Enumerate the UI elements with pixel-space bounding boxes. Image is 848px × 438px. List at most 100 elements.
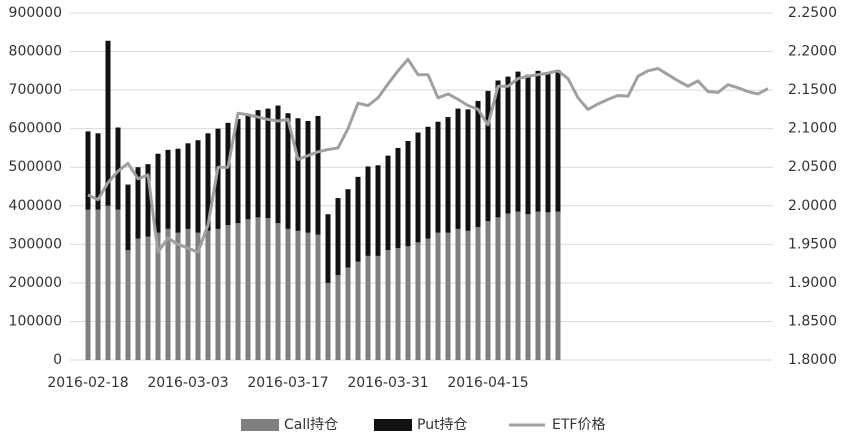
bar (85, 209, 91, 360)
bar (225, 122, 231, 226)
y2-tick-label: 2.1500 (788, 82, 837, 98)
bar (175, 232, 181, 360)
legend-label: Put持仓 (417, 417, 468, 433)
bar (395, 147, 401, 249)
y-tick-label: 800000 (9, 44, 62, 60)
bar (105, 40, 111, 206)
y2-tick-label: 1.9000 (788, 275, 837, 291)
bar (555, 211, 561, 360)
bar (315, 115, 321, 235)
bar (275, 105, 281, 224)
bar (155, 153, 161, 233)
y2-tick-label: 1.9500 (788, 236, 837, 252)
bar (225, 225, 231, 360)
bar (405, 141, 411, 247)
bar (345, 189, 351, 268)
bar (115, 209, 121, 360)
bar (365, 166, 371, 256)
y2-tick-label: 2.0500 (788, 159, 837, 175)
bar (335, 198, 341, 276)
bar (495, 217, 501, 360)
bar (535, 211, 541, 360)
bar (485, 90, 491, 222)
bar (365, 255, 371, 360)
bar (355, 261, 361, 360)
bar (515, 71, 521, 212)
bar (435, 232, 441, 360)
bar (255, 217, 261, 360)
bar (215, 228, 221, 360)
bar (95, 209, 101, 360)
bar (325, 282, 331, 360)
bar (425, 126, 431, 239)
bar (275, 223, 281, 360)
bar (145, 164, 151, 237)
bar (205, 230, 211, 360)
legend-swatch (241, 419, 279, 431)
bar (135, 167, 141, 239)
bar (85, 131, 91, 210)
bar (145, 236, 151, 360)
bar (105, 205, 111, 360)
bar (345, 267, 351, 360)
bar (165, 228, 171, 360)
bar (375, 255, 381, 360)
y-tick-label: 400000 (9, 198, 62, 214)
bar (395, 248, 401, 360)
bar (125, 250, 131, 360)
bar (245, 114, 251, 220)
legend-label: Call持仓 (284, 417, 338, 433)
bar (165, 149, 171, 229)
bar (475, 100, 481, 227)
bar (245, 219, 251, 360)
y-tick-label: 200000 (9, 275, 62, 291)
bar (185, 228, 191, 360)
y-tick-label: 0 (53, 352, 62, 368)
bar (505, 76, 511, 214)
bar (195, 140, 201, 233)
y2-tick-label: 1.8000 (788, 352, 837, 368)
legend-label: ETF价格 (552, 417, 605, 433)
bar (455, 108, 461, 229)
bar (455, 228, 461, 360)
bar (425, 238, 431, 360)
bar (195, 232, 201, 360)
bar (515, 211, 521, 360)
bar (435, 121, 441, 233)
bar (125, 184, 131, 251)
legend-swatch (374, 419, 412, 431)
bar (295, 118, 301, 231)
y2-tick-label: 2.2500 (788, 5, 837, 21)
bar (545, 212, 551, 360)
bar (525, 214, 531, 360)
bar (385, 155, 391, 251)
bar (325, 214, 331, 283)
y-tick-label: 500000 (9, 159, 62, 175)
bar (355, 176, 361, 262)
x-tick-label: 2016-04-15 (447, 375, 528, 391)
bar (95, 133, 101, 210)
bar (475, 226, 481, 360)
bar (495, 80, 501, 218)
y-tick-label: 100000 (9, 313, 62, 329)
bar (235, 223, 241, 360)
bar (405, 246, 411, 360)
bar (555, 70, 561, 212)
bar (235, 119, 241, 224)
bar (315, 234, 321, 360)
x-tick-label: 2016-03-03 (147, 375, 228, 391)
bar (215, 128, 221, 229)
y2-tick-label: 2.0000 (788, 198, 837, 214)
bar (385, 250, 391, 360)
y-tick-label: 300000 (9, 236, 62, 252)
bar (445, 232, 451, 360)
bar (295, 230, 301, 360)
bar (465, 109, 471, 231)
bar (415, 132, 421, 243)
y-tick-label: 900000 (9, 5, 62, 21)
bar (285, 228, 291, 360)
y2-tick-label: 1.8500 (788, 313, 837, 329)
bar (525, 74, 531, 215)
bar (505, 213, 511, 360)
bar (485, 221, 491, 360)
